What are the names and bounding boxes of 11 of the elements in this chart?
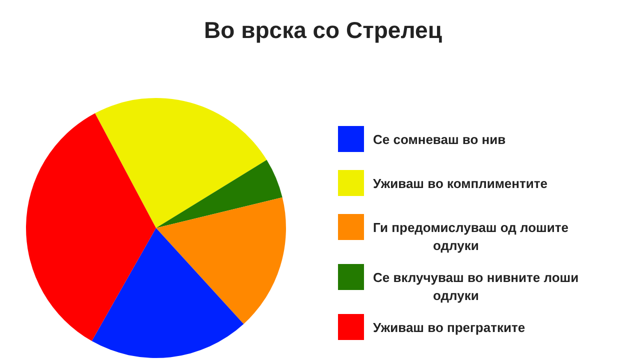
legend-label: Уживаш во комплиментите	[373, 176, 548, 191]
legend-label: Ги предомислуваш од лошите одлуки	[373, 220, 568, 253]
legend-label: Уживаш во прегратките	[373, 320, 526, 335]
pie-slice	[94, 98, 267, 228]
pie-slice	[156, 197, 286, 324]
chart-title: Во врска со Стрелец	[204, 17, 442, 43]
legend-label: Се вклучуваш во нивните лоши одлуки	[373, 270, 579, 303]
pie-slice	[26, 113, 156, 342]
legend-label: Се сомневаш во нив	[373, 132, 506, 147]
pie-slice	[92, 228, 244, 358]
pie-slice	[156, 160, 282, 228]
